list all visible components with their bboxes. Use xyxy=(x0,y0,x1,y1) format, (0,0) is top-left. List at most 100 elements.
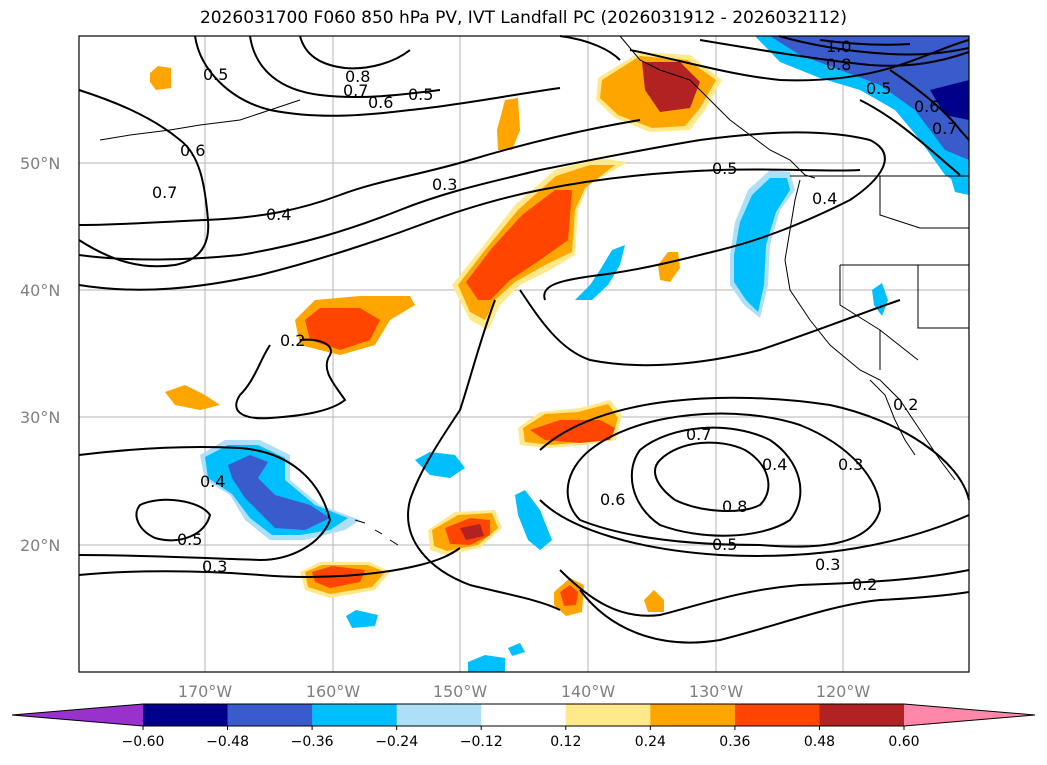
clabel-14: 0.4 xyxy=(266,205,291,224)
contour-f xyxy=(249,35,441,99)
contour-s4 xyxy=(559,569,970,617)
contour-h xyxy=(559,35,621,61)
colorbar-tick-label: −0.24 xyxy=(375,734,418,750)
colorbar-segment xyxy=(143,704,229,726)
contour-m xyxy=(889,69,970,141)
clabel-27: 0.3 xyxy=(202,557,227,576)
shade-orange-small2 xyxy=(150,66,171,90)
lat-labels: 50°N 40°N 30°N 20°N xyxy=(20,154,60,555)
lon-label-160: 160°W xyxy=(306,682,361,701)
clabel-19: 0.3 xyxy=(838,455,863,474)
contour-j xyxy=(699,39,970,67)
clabel-26: 0.5 xyxy=(177,530,202,549)
map-border xyxy=(78,35,970,673)
coast-baja xyxy=(869,379,916,456)
clabel-5: 1.0 xyxy=(826,37,851,56)
shade-orange-small4 xyxy=(658,252,680,282)
colorbar: −0.60 −0.48 −0.36 −0.24 −0.12 0.12 0.24 0.36 0.4… xyxy=(11,703,1036,750)
lat-label-40: 40°N xyxy=(20,281,60,300)
contour-s2 xyxy=(135,498,212,542)
contour-ring5 xyxy=(539,499,970,557)
lon-label-150: 150°W xyxy=(433,682,488,701)
hawaii xyxy=(354,519,399,546)
contour-s5 xyxy=(579,589,970,644)
clabel-3: 0.6 xyxy=(368,93,393,112)
coast-alaska xyxy=(619,35,816,179)
colorbar-segment xyxy=(481,704,567,726)
clabel-4: 0.5 xyxy=(408,85,433,104)
clabel-7: 0.5 xyxy=(866,79,891,98)
clabel-11: 0.7 xyxy=(152,183,177,202)
colorbar-tick-label: −0.60 xyxy=(122,734,165,750)
colorbar-segment xyxy=(565,704,651,726)
map-frame xyxy=(79,36,969,672)
contour-ring2 xyxy=(630,426,802,537)
clabel-25: 0.4 xyxy=(200,472,225,491)
contour-ar xyxy=(407,299,561,611)
contour-ring3 xyxy=(566,412,882,548)
shade-blue-small3 xyxy=(575,245,625,300)
colorbar-tick-label: 0.36 xyxy=(719,734,750,750)
colorbar-tick-label: 0.60 xyxy=(888,734,919,750)
lon-label-120: 120°W xyxy=(816,682,871,701)
clabel-6: 0.8 xyxy=(826,55,851,74)
clabel-1: 0.8 xyxy=(345,67,370,86)
shade-blue-small5 xyxy=(346,610,378,628)
shade-darkred-ak xyxy=(642,62,700,112)
shade-blue-small6 xyxy=(468,655,505,672)
lat-label-30: 30°N xyxy=(20,408,60,427)
colorbar-segment xyxy=(312,704,398,726)
lon-label-140: 140°W xyxy=(561,682,616,701)
clabel-20: 0.6 xyxy=(600,490,625,509)
colorbar-tick-label: −0.36 xyxy=(291,734,334,750)
clabel-15: 0.4 xyxy=(812,189,837,208)
gridlines xyxy=(79,36,969,672)
shade-medblue-left xyxy=(228,455,330,530)
contour-s1 xyxy=(78,446,332,562)
lon-labels: 170°W 160°W 150°W 140°W 130°W 120°W xyxy=(178,682,871,701)
contour-l xyxy=(819,39,911,46)
clabel-13: 0.5 xyxy=(712,159,737,178)
colorbar-tick-label: −0.48 xyxy=(206,734,249,750)
map-title: 2026031700 F060 850 hPa PV, IVT Landfall… xyxy=(199,8,847,28)
shade-blue-small7 xyxy=(508,643,525,656)
colorbar-tick-label: 0.12 xyxy=(550,734,581,750)
lat-label-50: 50°N xyxy=(20,154,60,173)
contour-k xyxy=(778,35,970,56)
clabel-24: 0.2 xyxy=(852,575,877,594)
shade-red-left xyxy=(305,308,380,350)
clabel-0: 0.5 xyxy=(203,65,228,84)
coast-na-west xyxy=(784,179,956,481)
colorbar-segment xyxy=(650,704,736,726)
clabel-23: 0.3 xyxy=(815,555,840,574)
shade-blue-edge xyxy=(950,165,969,195)
lat-label-20: 20°N xyxy=(20,536,60,555)
lon-label-130: 130°W xyxy=(689,682,744,701)
colorbar-tick-label: −0.12 xyxy=(460,734,503,750)
shade-orange-s4 xyxy=(644,590,664,612)
clabel-18: 0.4 xyxy=(762,455,787,474)
colorbar-extend-low xyxy=(12,704,143,726)
shade-blue-small2 xyxy=(515,490,552,550)
contour-s3 xyxy=(78,547,461,578)
clabel-12: 0.3 xyxy=(432,175,457,194)
coastlines xyxy=(99,35,969,546)
clabel-17: 0.7 xyxy=(686,425,711,444)
shade-red-mid xyxy=(530,420,615,443)
clabel-9: 0.7 xyxy=(932,119,957,138)
contour-ring1 xyxy=(654,441,770,513)
clabel-28: 0.2 xyxy=(893,395,918,414)
contour-ring4 xyxy=(539,396,970,501)
colorbar-segment xyxy=(396,704,482,726)
colorbar-segment xyxy=(734,704,820,726)
clabel-22: 0.5 xyxy=(712,535,737,554)
shade-red-ar xyxy=(466,190,572,300)
pv-contours xyxy=(78,35,970,644)
shade-blue-small1 xyxy=(415,452,465,478)
clabel-2: 0.7 xyxy=(343,81,368,100)
contour-e xyxy=(194,35,561,117)
clabel-8: 0.6 xyxy=(914,97,939,116)
contour-b xyxy=(78,119,641,226)
shade-orange-small3 xyxy=(165,385,220,410)
colorbar-segment xyxy=(227,704,313,726)
